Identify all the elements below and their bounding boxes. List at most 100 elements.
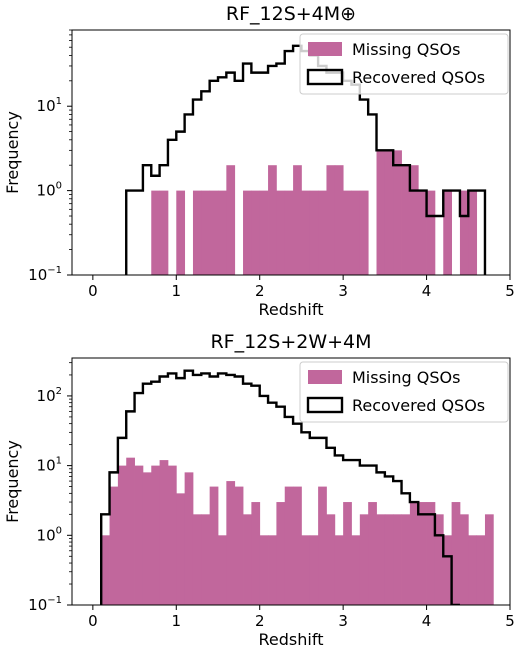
bar-missing-qsos xyxy=(318,486,327,605)
bar-missing-qsos xyxy=(151,190,160,275)
bar-missing-qsos xyxy=(259,190,269,275)
bar-missing-qsos xyxy=(434,514,444,605)
bar-missing-qsos xyxy=(309,190,319,275)
bar-missing-qsos xyxy=(159,460,169,605)
bar-missing-qsos xyxy=(368,502,377,605)
bar-missing-qsos xyxy=(326,165,336,275)
bar-missing-qsos xyxy=(409,165,419,275)
legend-swatch-recovered-qsos xyxy=(306,396,344,414)
bar-missing-qsos xyxy=(117,465,127,605)
bar-missing-qsos xyxy=(218,190,227,275)
bar-missing-qsos xyxy=(268,535,277,605)
legend-label-recovered-qsos: Recovered QSOs xyxy=(352,396,485,415)
bar-missing-qsos xyxy=(459,514,469,605)
bar-missing-qsos xyxy=(359,514,369,605)
bar-missing-qsos xyxy=(293,165,302,275)
bar-missing-qsos xyxy=(384,150,394,275)
bar-missing-qsos xyxy=(426,190,436,275)
bar-missing-qsos xyxy=(334,165,344,275)
bar-missing-qsos xyxy=(284,190,294,275)
bar-missing-qsos xyxy=(167,465,177,605)
plot-area xyxy=(125,44,487,275)
legend: Missing QSOs Recovered QSOs xyxy=(299,33,509,95)
bar-missing-qsos xyxy=(301,535,311,605)
bar-missing-qsos xyxy=(459,190,469,275)
bar-missing-qsos xyxy=(443,535,452,605)
bar-missing-qsos xyxy=(201,190,211,275)
bar-missing-qsos xyxy=(293,486,302,605)
x-tick-label: 0 xyxy=(88,612,98,630)
bar-missing-qsos xyxy=(226,165,236,275)
y-tick-label: 100 xyxy=(37,525,62,544)
bar-missing-qsos xyxy=(343,502,352,605)
chart-title: RF_12S+4M⊕ xyxy=(226,3,356,25)
x-tick-label: 3 xyxy=(338,282,348,300)
bar-missing-qsos xyxy=(142,472,152,605)
bar-missing-qsos xyxy=(159,190,169,275)
x-tick-label: 2 xyxy=(255,612,265,630)
x-tick-label: 3 xyxy=(338,612,348,630)
plot-area xyxy=(100,369,494,605)
axes-frame xyxy=(71,357,511,606)
bar-missing-qsos xyxy=(126,457,135,605)
bar-missing-qsos xyxy=(251,502,261,605)
x-tick-label: 0 xyxy=(88,282,98,300)
bar-missing-qsos xyxy=(176,493,186,605)
bar-missing-qsos xyxy=(393,150,402,275)
bar-missing-qsos xyxy=(426,502,436,605)
legend-box xyxy=(299,33,509,95)
bar-missing-qsos xyxy=(209,190,219,275)
bar-missing-qsos xyxy=(268,165,277,275)
y-tick-label: 102 xyxy=(37,386,62,405)
bar-missing-qsos xyxy=(151,465,160,605)
x-tick-label: 4 xyxy=(422,612,432,630)
bar-missing-qsos xyxy=(401,165,411,275)
bar-missing-qsos xyxy=(176,190,186,275)
bar-missing-qsos xyxy=(218,535,227,605)
bar-missing-qsos xyxy=(301,190,311,275)
bar-missing-qsos xyxy=(234,486,244,605)
x-tick-label: 5 xyxy=(505,612,515,630)
x-tick-label: 2 xyxy=(255,282,265,300)
bar-missing-qsos xyxy=(243,514,252,605)
legend: Missing QSOs Recovered QSOs xyxy=(299,361,509,423)
chart-title: RF_12S+2W+4M xyxy=(210,331,371,353)
bar-missing-qsos xyxy=(334,535,344,605)
y-tick-label: 100 xyxy=(37,181,62,200)
bar-missing-qsos xyxy=(109,486,119,605)
bar-missing-qsos xyxy=(226,481,236,605)
bar-missing-qsos xyxy=(101,535,110,605)
x-tick-label: 1 xyxy=(172,282,182,300)
bar-missing-qsos xyxy=(209,486,219,605)
y-axis-label: Frequency xyxy=(3,440,22,523)
legend-swatch-missing-qsos xyxy=(308,42,342,56)
axes-frame xyxy=(71,29,511,276)
bar-missing-qsos xyxy=(468,535,478,605)
bar-missing-qsos xyxy=(476,535,486,605)
bar-missing-qsos xyxy=(184,472,194,605)
bar-missing-qsos xyxy=(201,514,211,605)
x-tick-label: 5 xyxy=(505,282,515,300)
bar-missing-qsos xyxy=(401,514,411,605)
bar-missing-qsos xyxy=(359,190,369,275)
step-line-recovered-qsos xyxy=(125,44,487,275)
bar-missing-qsos xyxy=(343,190,352,275)
bar-missing-qsos xyxy=(326,514,336,605)
bar-missing-qsos xyxy=(484,514,494,605)
chart-panel-1: RF_12S+4M⊕ 0 1 2 3 4 5 10−1 100 101 Redshift Freque… xyxy=(3,3,515,319)
x-tick-label: 1 xyxy=(172,612,182,630)
legend-label-missing-qsos: Missing QSOs xyxy=(352,40,460,59)
bar-missing-qsos xyxy=(351,190,361,275)
x-tick-label: 4 xyxy=(422,282,432,300)
x-axis-label: Redshift xyxy=(259,630,324,649)
bar-missing-qsos xyxy=(259,535,269,605)
bar-missing-qsos xyxy=(384,514,394,605)
bar-missing-qsos xyxy=(451,502,461,605)
bar-missing-qsos xyxy=(393,514,402,605)
bar-missing-qsos xyxy=(243,190,252,275)
bar-missing-qsos xyxy=(276,502,286,605)
bar-missing-qsos xyxy=(134,465,144,605)
bar-missing-qsos xyxy=(309,535,319,605)
bar-missing-qsos xyxy=(418,190,427,275)
